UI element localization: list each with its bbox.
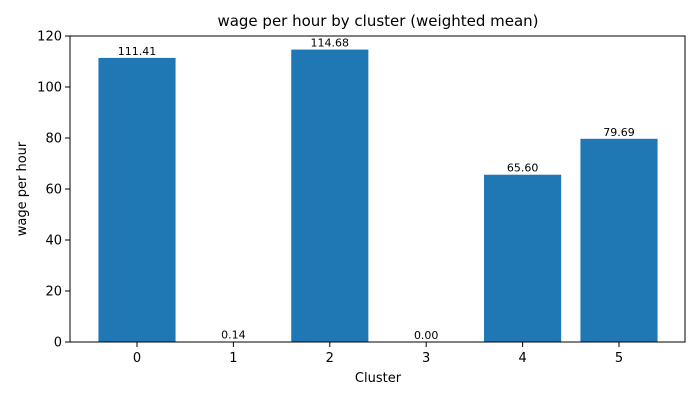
x-tick-label: 4 <box>518 351 526 366</box>
x-tick-label: 0 <box>133 351 141 366</box>
y-tick-label: 80 <box>45 132 62 147</box>
y-axis-label: wage per hour <box>15 141 30 236</box>
x-tick-label: 1 <box>229 351 237 366</box>
x-axis-label: Cluster <box>355 371 402 386</box>
y-tick-label: 20 <box>45 285 62 300</box>
x-tick-label: 2 <box>326 351 334 366</box>
bar-cluster-2 <box>291 49 369 342</box>
data-label: 111.41 <box>118 45 157 58</box>
plot-frame <box>69 35 686 343</box>
x-axis: 0 1 2 3 4 5 <box>133 342 623 366</box>
x-tick-label: 3 <box>422 351 430 366</box>
data-label: 0.14 <box>221 329 246 342</box>
y-tick-label: 60 <box>45 183 62 198</box>
bar-cluster-4 <box>484 174 562 342</box>
data-labels-group: 111.41 0.14 114.68 0.00 65.60 79.69 <box>118 37 635 342</box>
x-tick-label: 5 <box>615 351 623 366</box>
y-tick-label: 40 <box>45 234 62 249</box>
data-label: 79.69 <box>603 126 635 139</box>
data-label: 0.00 <box>414 329 439 342</box>
bar-cluster-5 <box>580 138 658 342</box>
y-axis: 0 20 40 60 80 100 120 <box>37 30 70 351</box>
bar-cluster-0 <box>98 57 176 342</box>
y-tick-label: 0 <box>54 336 62 351</box>
data-label: 65.60 <box>507 162 539 175</box>
y-tick-label: 120 <box>37 30 62 45</box>
chart-title: wage per hour by cluster (weighted mean) <box>217 12 538 30</box>
data-label: 114.68 <box>311 37 350 50</box>
y-tick-label: 100 <box>37 81 62 96</box>
bars-group <box>98 49 658 342</box>
